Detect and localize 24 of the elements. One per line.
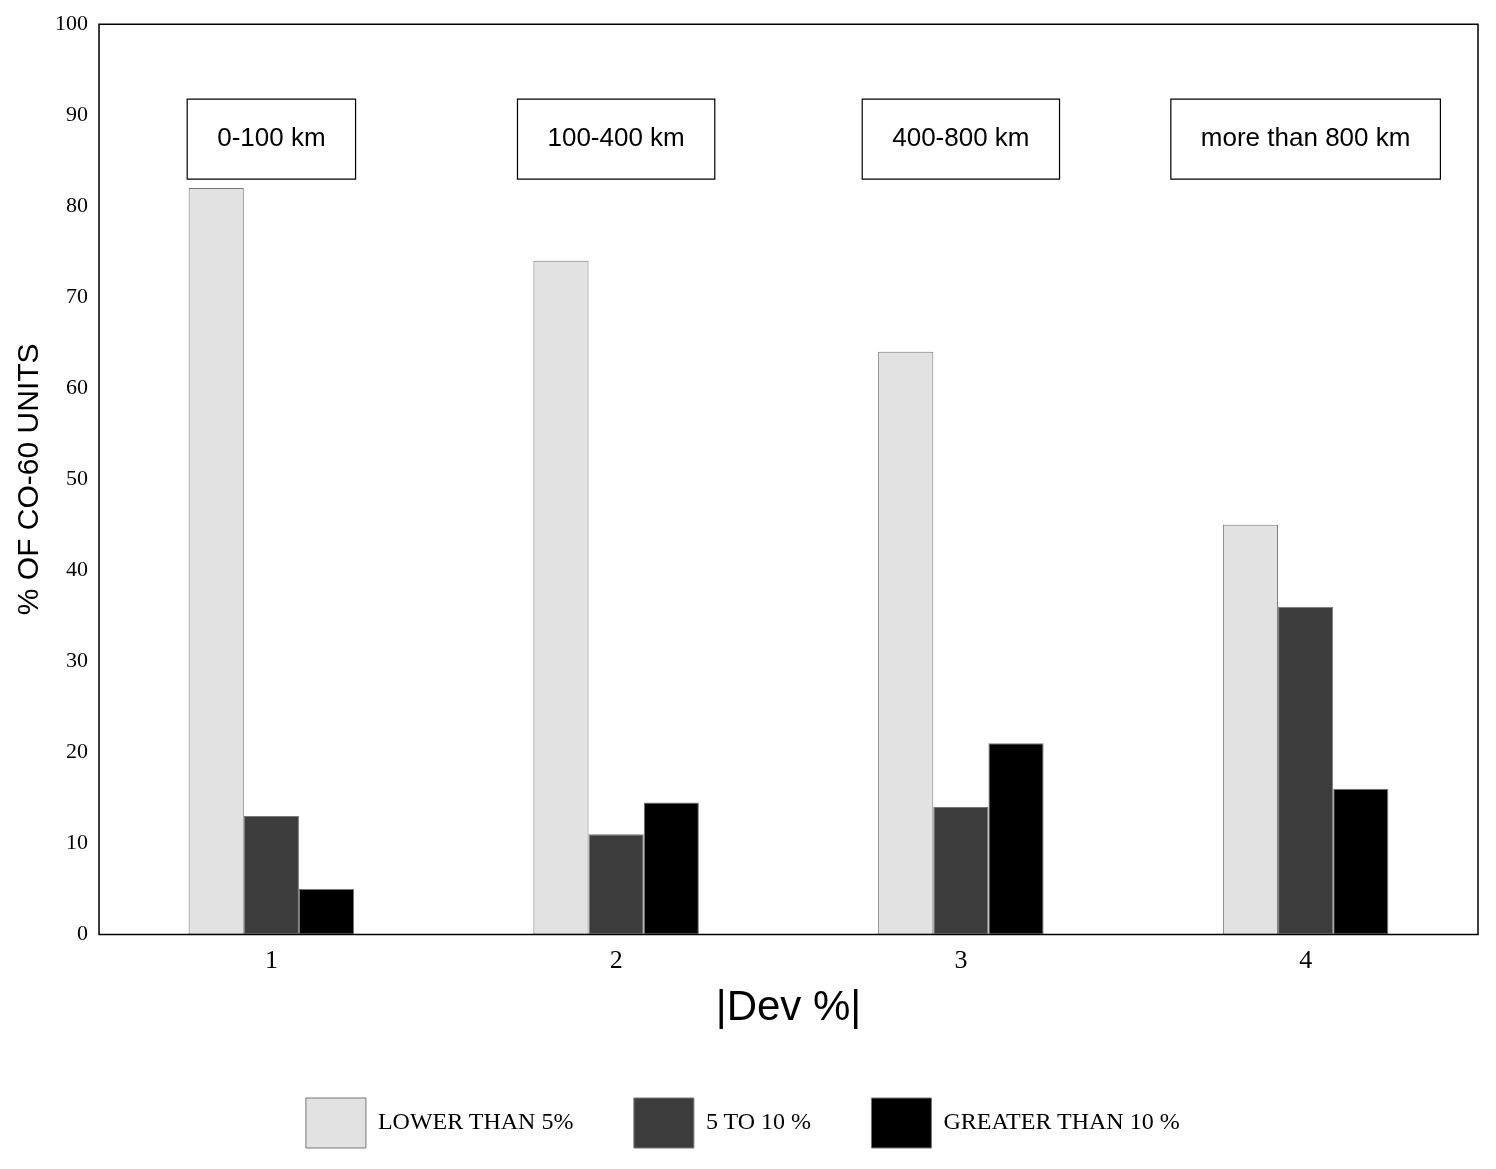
y-tick-label: 20 [66, 738, 88, 764]
y-tick-label: 10 [66, 829, 88, 855]
annotation: 100-400 km [547, 122, 685, 153]
x-tick-label: 4 [1299, 944, 1313, 974]
legend-label: 5 TO 10 % [705, 1108, 812, 1135]
x-tick-label: 1 [264, 944, 278, 974]
x-axis-title: |Dev %| [715, 982, 862, 1030]
y-tick-label: 90 [66, 101, 88, 126]
x-tick-label: 3 [954, 944, 968, 974]
y-tick-label: 0 [77, 920, 88, 946]
annotation: 400-800 km [892, 122, 1030, 153]
y-tick-label: 80 [66, 192, 88, 218]
y-axis-title: % OF CO-60 UNITS [11, 343, 45, 616]
annotation: more than 800 km [1200, 122, 1411, 153]
annotation: 0-100 km [217, 122, 326, 153]
legend-label: LOWER THAN 5% [377, 1108, 574, 1135]
x-tick-label: 2 [609, 944, 623, 974]
legend-label: GREATER THAN 10 % [943, 1108, 1180, 1135]
y-tick-label: 30 [66, 647, 88, 673]
y-tick-label: 100 [55, 9, 88, 35]
y-tick-label: 70 [66, 283, 88, 309]
y-tick-label: 60 [66, 374, 88, 400]
y-tick-label: 40 [66, 556, 88, 582]
y-tick-label: 50 [66, 465, 88, 491]
